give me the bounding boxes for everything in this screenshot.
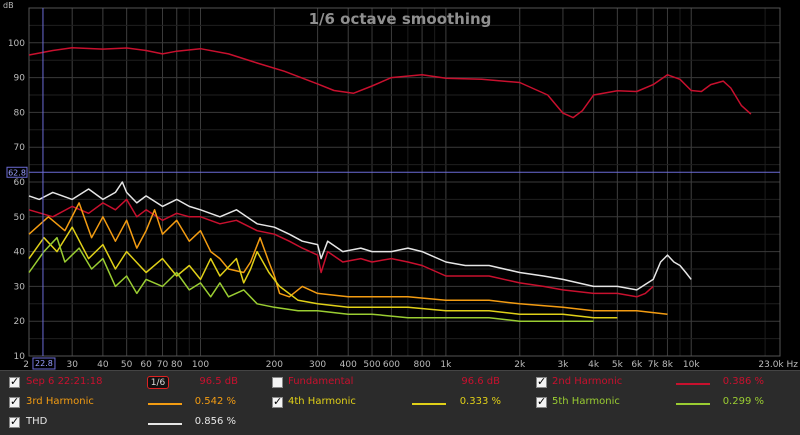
x-tick-label: 500 <box>363 360 380 370</box>
x-tick-label: 5k <box>612 360 624 370</box>
2nd-harmonic-swatch <box>676 383 710 385</box>
y-tick-label: 30 <box>14 282 26 292</box>
2nd-harmonic-value: 0.386 % <box>722 376 764 387</box>
thd-swatch <box>148 423 182 425</box>
fundamental-checkbox[interactable] <box>272 377 283 388</box>
y-tick-label: 60 <box>14 178 26 188</box>
y-tick-label: 70 <box>14 143 26 153</box>
3rd-harmonic-checkbox[interactable] <box>9 395 20 409</box>
x-tick-label: 60 <box>140 360 152 370</box>
grid-lines <box>28 7 781 357</box>
legend-panel: Sep 6 22:21:18 1/6 96.5 dB Fundamental 9… <box>0 370 800 435</box>
x-tick-label: 1k <box>440 360 452 370</box>
y-tick-label: 50 <box>14 213 26 223</box>
legend-row-1: Sep 6 22:21:18 1/6 96.5 dB Fundamental 9… <box>0 373 800 393</box>
x-tick-label: 7k <box>648 360 660 370</box>
3rd-harmonic-label: 3rd Harmonic <box>26 396 94 407</box>
4th-harmonic-checkbox[interactable] <box>272 395 283 409</box>
fundamental-label: Fundamental <box>288 376 354 387</box>
x-tick-label: 50 <box>121 360 133 370</box>
2nd-harmonic-label: 2nd Harmonic <box>552 376 623 387</box>
thd-label: THD <box>26 416 48 427</box>
3rd-harmonic-value: 0.542 % <box>194 396 236 407</box>
fundamental-value: 96.6 dB <box>461 376 500 387</box>
x-tick-label: 200 <box>266 360 283 370</box>
series-5th-harmonic <box>28 236 594 322</box>
y-axis-labels: 10 20 30 40 50 60 70 80 90 100 <box>8 39 25 362</box>
legend-row-2: 3rd Harmonic 0.542 % 4th Harmonic 0.333 … <box>0 393 800 413</box>
x-start-label: 2 <box>23 360 29 370</box>
x-tick-label: 8k <box>662 360 674 370</box>
x-tick-label: 40 <box>97 360 109 370</box>
x-tick-label: 2k <box>514 360 526 370</box>
series-2nd-harmonic <box>28 198 654 298</box>
chart-title: 1/6 octave smoothing <box>309 10 492 28</box>
5th-harmonic-value: 0.299 % <box>722 396 764 407</box>
plot-frame <box>28 7 781 357</box>
x-tick-label: 4k <box>588 360 600 370</box>
5th-harmonic-label: 5th Harmonic <box>552 396 620 407</box>
x-tick-label: 30 <box>66 360 78 370</box>
4th-harmonic-label: 4th Harmonic <box>288 396 356 407</box>
plot-background <box>0 0 800 370</box>
y-tick-label: 20 <box>14 317 26 327</box>
5th-harmonic-swatch <box>676 403 710 405</box>
cursor-x-label: 22.8 <box>35 359 53 368</box>
series-fundamental <box>28 46 752 119</box>
x-axis-labels: 30 40 50 60 70 80 100 200 300 400 500 600 800 1k 2k 3k 4… <box>23 360 798 370</box>
x-tick-label: 400 <box>340 360 357 370</box>
x-tick-label: 800 <box>414 360 431 370</box>
x-tick-label: 10k <box>683 360 700 370</box>
x-end-label: 23.0k Hz <box>758 360 798 370</box>
cursor-x-box <box>32 357 56 370</box>
cursor-y-box <box>6 166 28 178</box>
y-tick-label: 100 <box>8 39 25 49</box>
smoothing-button[interactable]: 1/6 <box>147 376 169 389</box>
3rd-harmonic-swatch <box>148 403 182 405</box>
5th-harmonic-checkbox[interactable] <box>536 395 547 409</box>
measurement-label: Sep 6 22:21:18 <box>26 376 103 387</box>
x-tick-label: 300 <box>309 360 326 370</box>
y-tick-label: 90 <box>14 74 26 84</box>
series-thd <box>28 181 692 291</box>
series-lines <box>28 46 752 322</box>
thd-value: 0.856 % <box>194 416 236 427</box>
series-4th-harmonic <box>28 226 618 319</box>
thd-checkbox[interactable] <box>9 415 20 429</box>
series-3rd-harmonic <box>28 202 668 315</box>
x-tick-label: 600 <box>383 360 400 370</box>
cursor[interactable]: 62.8 22.8 <box>6 8 780 370</box>
cursor-y-label: 62.8 <box>8 168 26 177</box>
x-tick-label: 100 <box>192 360 209 370</box>
x-tick-label: 70 <box>157 360 169 370</box>
y-tick-label: 10 <box>14 352 26 362</box>
y-unit-label: dB <box>3 1 14 10</box>
2nd-harmonic-checkbox[interactable] <box>536 375 547 389</box>
legend-row-3: THD 0.856 % <box>0 413 800 433</box>
y-tick-label: 40 <box>14 248 26 258</box>
x-tick-label: 80 <box>171 360 183 370</box>
x-tick-label: 3k <box>557 360 569 370</box>
y-tick-label: 80 <box>14 108 26 118</box>
measurement-checkbox[interactable] <box>9 375 20 389</box>
4th-harmonic-value: 0.333 % <box>459 396 501 407</box>
x-tick-label: 6k <box>631 360 643 370</box>
measurement-value: 96.5 dB <box>199 376 238 387</box>
4th-harmonic-swatch <box>412 403 446 405</box>
